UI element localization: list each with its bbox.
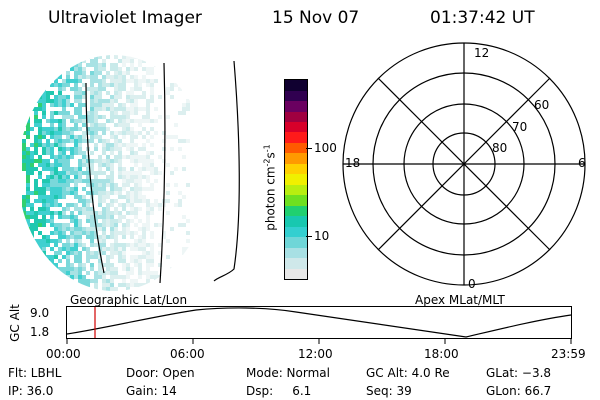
mlt-label-6: 6 bbox=[578, 156, 586, 170]
status-gc-alt: GC Alt: 4.0 Re bbox=[366, 366, 450, 380]
colorbar-swatch bbox=[285, 216, 307, 227]
app-title: Ultraviolet Imager bbox=[48, 8, 202, 28]
colorbar-swatch bbox=[285, 247, 307, 259]
colorbar-swatch bbox=[285, 205, 307, 217]
lat-label-80: 80 bbox=[492, 141, 508, 155]
time-tick-3: 18:00 bbox=[424, 347, 459, 361]
status-ip: IP: 36.0 bbox=[8, 384, 54, 398]
colorbar-swatch bbox=[285, 258, 307, 269]
colorbar-unit-label: photon cm-2s-1 bbox=[262, 144, 278, 231]
colorbar-swatch bbox=[285, 184, 307, 196]
status-seq: Seq: 39 bbox=[366, 384, 412, 398]
geographic-label: Geographic Lat/Lon bbox=[70, 293, 188, 307]
colorbar-tick-mark bbox=[306, 148, 312, 149]
colorbar-swatch bbox=[285, 90, 307, 102]
lat-label-70: 70 bbox=[512, 120, 528, 134]
colorbar-swatch bbox=[285, 111, 307, 122]
status-dsp: Dsp: 6.1 bbox=[246, 384, 312, 398]
time-tick-4: 23:59 bbox=[551, 347, 586, 361]
colorbar-swatch bbox=[285, 142, 307, 154]
lat-label-60: 60 bbox=[534, 98, 550, 112]
colorbar-tick-mark bbox=[306, 236, 312, 237]
apex-label: Apex MLat/MLT bbox=[415, 293, 505, 307]
mlt-label-12: 12 bbox=[474, 46, 490, 60]
mlt-label-0: 0 bbox=[468, 277, 476, 291]
colorbar-swatch bbox=[285, 268, 307, 279]
status-glat: GLat: −3.8 bbox=[486, 366, 552, 380]
longitude-lines bbox=[85, 60, 240, 284]
colorbar-swatch bbox=[285, 163, 307, 175]
timeline-ylabel: GC Alt bbox=[7, 304, 22, 342]
colorbar-swatch bbox=[285, 174, 307, 185]
status-glon: GLon: 66.7 bbox=[486, 384, 552, 398]
altitude-curve bbox=[66, 307, 572, 338]
colorbar-swatch bbox=[285, 153, 307, 164]
colorbar-tick-100: 100 bbox=[314, 141, 337, 155]
status-gain: Gain: 14 bbox=[126, 384, 177, 398]
colorbar-swatch bbox=[285, 237, 307, 248]
time-tick-2: 12:00 bbox=[298, 347, 333, 361]
colorbar-swatch bbox=[285, 101, 307, 112]
colorbar-swatch bbox=[285, 121, 307, 133]
time-tick-1: 06:00 bbox=[170, 347, 205, 361]
orbit-altitude-timeline bbox=[66, 306, 572, 344]
timeline-ytop: 9.0 bbox=[30, 306, 50, 320]
colorbar-swatch bbox=[285, 195, 307, 206]
colorbar-tick-10: 10 bbox=[314, 229, 330, 243]
colorbar-swatch bbox=[285, 226, 307, 238]
earth-uv-image bbox=[22, 55, 240, 291]
date-label: 15 Nov 07 bbox=[272, 8, 360, 28]
time-tick-0: 00:00 bbox=[46, 347, 81, 361]
colorbar-swatch bbox=[285, 80, 307, 91]
status-mode: Mode: Normal bbox=[246, 366, 330, 380]
colorbar-swatch bbox=[285, 132, 307, 143]
status-door: Door: Open bbox=[126, 366, 195, 380]
status-filter: Flt: LBHL bbox=[8, 366, 62, 380]
time-label: 01:37:42 UT bbox=[430, 8, 535, 28]
color-scale-bar bbox=[284, 79, 308, 280]
dayglow-region bbox=[22, 55, 190, 291]
timeline-ybottom: 1.8 bbox=[30, 325, 50, 339]
mlt-label-18: 18 bbox=[345, 156, 361, 170]
polar-mlt-grid bbox=[342, 42, 586, 286]
